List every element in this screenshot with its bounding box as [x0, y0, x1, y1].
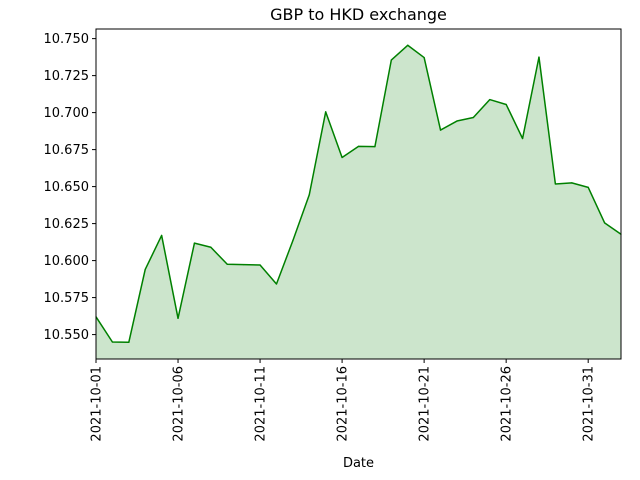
y-tick-label: 10.650	[44, 180, 90, 195]
data-point	[144, 268, 146, 271]
data-point	[538, 56, 540, 58]
data-point	[423, 56, 425, 59]
x-tick-label: 2021-10-16	[336, 366, 351, 442]
chart-title: GBP to HKD exchange	[270, 5, 447, 24]
data-point	[439, 129, 442, 131]
y-tick-label: 10.600	[44, 254, 90, 269]
data-point	[111, 341, 114, 343]
data-point	[489, 98, 491, 101]
data-point	[243, 263, 245, 266]
data-point	[472, 116, 474, 119]
y-tick-label: 10.750	[44, 32, 90, 47]
data-point	[603, 222, 606, 224]
data-point	[374, 146, 376, 148]
line-layer	[95, 44, 622, 344]
data-point	[226, 263, 228, 265]
x-tick-label: 2021-10-31	[582, 366, 597, 442]
x-tick-label: 2021-10-21	[418, 366, 433, 442]
y-tick-label: 10.575	[44, 291, 90, 306]
data-point	[161, 234, 163, 237]
y-tick-label: 10.550	[44, 328, 90, 343]
data-point	[505, 103, 507, 106]
data-point	[193, 242, 196, 244]
plot-frame	[95, 28, 622, 360]
data-point	[554, 183, 556, 185]
area-layer	[96, 45, 621, 359]
data-point	[390, 59, 392, 61]
x-axis: 2021-10-01 2021-10-06 2021-10-11 2021-10-16…	[90, 359, 597, 442]
x-tick-label: 2021-10-06	[172, 366, 187, 442]
y-tick-label: 10.625	[44, 217, 90, 232]
x-tick-label: 2021-10-26	[500, 366, 515, 442]
y-tick-label: 10.725	[44, 69, 90, 84]
data-point	[128, 341, 130, 343]
x-tick-label: 2021-10-01	[90, 366, 105, 442]
data-point	[571, 182, 573, 184]
data-point	[587, 186, 589, 188]
data-point	[177, 317, 179, 319]
data-point	[275, 283, 278, 285]
y-axis: 10.550 10.575 10.600 10.625 10.650 10.675 10.7…	[44, 32, 96, 343]
area-fill	[96, 45, 621, 359]
data-point	[325, 111, 327, 113]
x-tick-label: 2021-10-11	[254, 366, 269, 442]
data-point	[308, 194, 310, 196]
data-point	[292, 240, 294, 242]
x-axis-label: Date	[343, 456, 374, 471]
y-tick-label: 10.675	[44, 143, 90, 158]
data-point	[357, 145, 360, 147]
y-tick-label: 10.700	[44, 106, 90, 121]
data-point	[259, 264, 261, 266]
data-point	[210, 246, 212, 248]
data-point	[341, 156, 343, 159]
data-point	[407, 44, 409, 46]
data-point	[456, 120, 458, 122]
data-point	[521, 137, 524, 140]
